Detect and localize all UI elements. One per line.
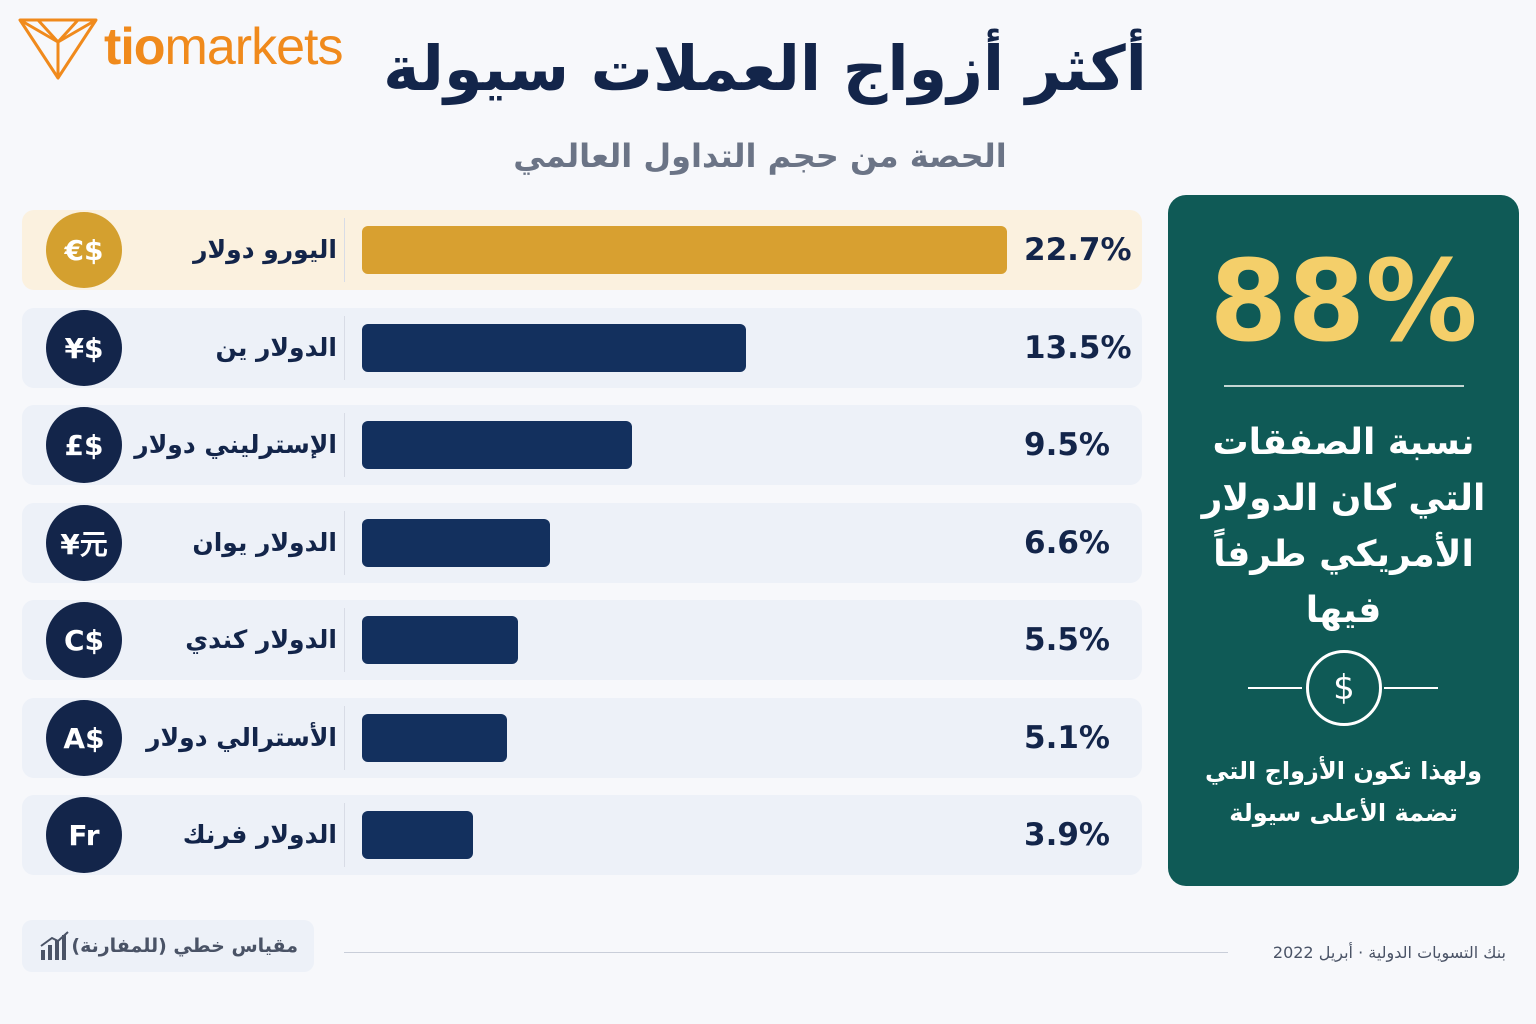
category-label: الأسترالي دولار [146, 723, 337, 752]
currency-symbol-icon: £$ [46, 407, 122, 483]
chart-row: C$ الدولار كندي 5.5% [22, 600, 1142, 680]
value-label: 5.1% [1024, 720, 1110, 756]
bar-chart-icon [40, 931, 69, 960]
value-label: 3.9% [1024, 817, 1110, 853]
bar [362, 421, 632, 469]
page-subtitle: الحصة من حجم التداول العالمي [513, 137, 1007, 175]
value-label: 6.6% [1024, 525, 1110, 561]
chart-row: £$ الإسترليني دولار 9.5% [22, 405, 1142, 485]
page-title: أكثر أزواج العملات سيولة [383, 32, 1147, 105]
value-label: 5.5% [1024, 622, 1110, 658]
usd-stat-panel: 88% نسبة الصفقات التي كان الدولار الأمري… [1168, 195, 1519, 886]
bar [362, 226, 1007, 274]
row-divider [344, 316, 345, 380]
chart-row: A$ الأسترالي دولار 5.1% [22, 698, 1142, 778]
value-label: 22.7% [1024, 232, 1132, 268]
category-label: الإسترليني دولار [134, 430, 337, 459]
stat-value: 88% [1209, 237, 1478, 367]
dollar-coin-icon: $ [1306, 650, 1382, 726]
chart-row: Fr الدولار فرنك 3.9% [22, 795, 1142, 875]
currency-symbol-icon: Fr [46, 797, 122, 873]
ornament-line-right [1384, 687, 1438, 689]
category-label: الدولار يوان [192, 528, 337, 557]
currency-symbol-icon: ¥$ [46, 310, 122, 386]
category-label: الدولار ين [215, 333, 337, 362]
currency-symbol-icon: C$ [46, 602, 122, 678]
row-divider [344, 413, 345, 477]
stat-description: نسبة الصفقات التي كان الدولار الأمريكي ط… [1201, 422, 1486, 631]
tiomarkets-logo: tiomarkets [16, 12, 343, 82]
bar [362, 324, 746, 372]
scale-note-badge: مقياس خطي (للمفارنة) [22, 920, 314, 972]
row-divider [344, 706, 345, 770]
row-divider [344, 511, 345, 575]
tiomarkets-logo-icon [18, 18, 98, 80]
bar [362, 616, 518, 664]
source-credit: بنك التسويات الدولية · أبريل 2022 [1272, 943, 1506, 962]
bar [362, 714, 507, 762]
chart-row: ¥元 الدولار يوان 6.6% [22, 503, 1142, 583]
category-label: الدولار فرنك [182, 820, 337, 849]
panel-divider [1224, 385, 1464, 387]
logo-wordmark: tiomarkets [104, 18, 343, 76]
category-label: اليورو دولار [193, 235, 337, 264]
currency-symbol-icon: A$ [46, 700, 122, 776]
bar [362, 811, 473, 859]
value-label: 9.5% [1024, 427, 1110, 463]
scale-note: مقياس خطي (للمفارنة) [71, 935, 298, 957]
dollar-ornament: $ [1168, 650, 1519, 726]
chart-row: €$ اليورو دولار 22.7% [22, 210, 1142, 290]
value-label: 13.5% [1024, 330, 1132, 366]
currency-symbol-icon: €$ [46, 212, 122, 288]
row-divider [344, 803, 345, 867]
category-label: الدولار كندي [185, 625, 337, 654]
row-divider [344, 608, 345, 672]
ornament-line-left [1248, 687, 1302, 689]
bar [362, 519, 550, 567]
row-divider [344, 218, 345, 282]
footer-divider [344, 952, 1228, 953]
stat-note: ولهذا تكون الأزواج التي تضمة الأعلى سيول… [1204, 757, 1483, 827]
currency-symbol-icon: ¥元 [46, 505, 122, 581]
chart-row: ¥$ الدولار ين 13.5% [22, 308, 1142, 388]
